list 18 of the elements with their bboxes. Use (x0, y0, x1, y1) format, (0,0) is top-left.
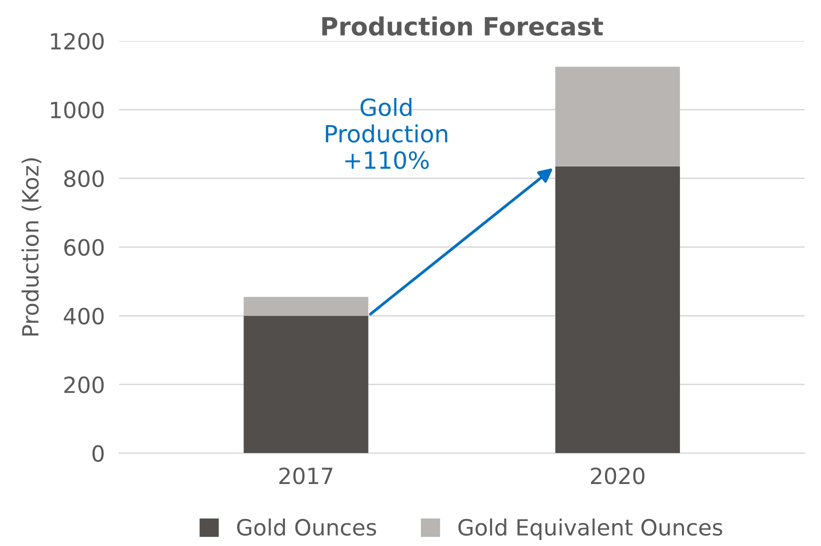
y-tick-label: 400 (64, 308, 104, 325)
x-tick-label: 2020 (590, 467, 644, 484)
bar (244, 316, 368, 454)
legend-label: Gold Ounces (237, 518, 376, 536)
y-tick-label: 600 (64, 239, 104, 256)
bar (555, 166, 680, 454)
bar (244, 296, 368, 316)
y-tick-label: 1000 (51, 102, 104, 118)
x-tick-label: 2017 (279, 467, 332, 484)
annotation: Gold Production +110% (326, 98, 448, 170)
bar (555, 66, 680, 166)
y-axis-title: Production (Koz) (22, 158, 42, 336)
chart-title: Production Forecast (322, 16, 604, 36)
y-tick-label: 800 (64, 170, 104, 188)
y-tick-label: 1200 (51, 32, 104, 50)
y-tick-label: 0 (92, 445, 104, 462)
y-tick-label: 200 (64, 376, 104, 394)
legend-label: Gold Equivalent Ounces (458, 518, 722, 540)
